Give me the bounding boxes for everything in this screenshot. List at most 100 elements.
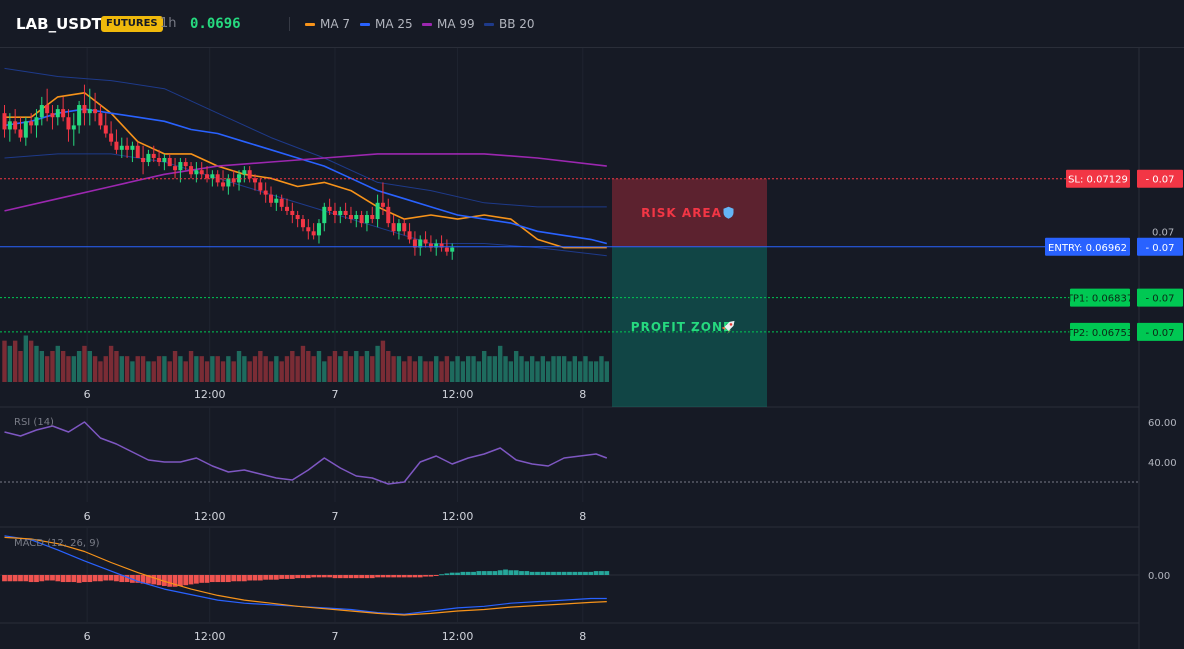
macd-histogram-bar <box>604 571 610 575</box>
macd-histogram-bar <box>108 575 114 581</box>
legend-ma25-label: MA 25 <box>375 17 413 31</box>
volume-bar <box>364 351 370 382</box>
macd-histogram-bar <box>316 575 322 578</box>
legend-ma99[interactable]: MA 99 <box>422 0 475 48</box>
macd-histogram-bar <box>375 575 380 578</box>
candle-body <box>205 174 210 179</box>
volume-bar <box>242 356 247 382</box>
macd-histogram-bar <box>353 575 359 579</box>
volume-bar <box>279 361 284 382</box>
macd-histogram-bar <box>7 575 13 582</box>
volume-bar <box>162 356 167 382</box>
volume-bar <box>172 351 178 382</box>
x-tick-label: 6 <box>84 388 91 401</box>
interval-selector[interactable]: 1h <box>160 16 177 31</box>
volume-bar <box>370 356 375 382</box>
macd-histogram-bar <box>236 575 242 582</box>
symbol-name[interactable]: LAB_USDT <box>16 15 102 33</box>
macd-histogram-bar <box>44 575 50 581</box>
legend-ma25-swatch <box>360 23 370 26</box>
candle-body <box>364 215 369 224</box>
volume-bar <box>39 351 45 382</box>
legend-ma25[interactable]: MA 25 <box>360 0 413 48</box>
level-price-text: - 0.07 <box>1145 294 1174 305</box>
volume-bar <box>497 345 503 382</box>
volume-bar <box>135 356 140 382</box>
volume-bar <box>348 356 354 382</box>
candle-body <box>173 166 178 171</box>
volume-bar <box>487 356 492 382</box>
candle-body <box>189 166 194 175</box>
macd-histogram-bar <box>444 573 450 575</box>
y-tick-main: 0.07 <box>1152 227 1174 238</box>
volume-bar <box>535 361 540 382</box>
macd-histogram-bar <box>343 575 349 579</box>
volume-bar <box>407 356 412 382</box>
macd-histogram-bar <box>215 575 221 583</box>
macd-histogram-bar <box>257 575 263 581</box>
candle-body <box>311 231 316 236</box>
volume-bar <box>455 356 460 382</box>
candle-body <box>423 239 428 244</box>
macd-histogram-bar <box>151 575 157 585</box>
macd-histogram-bar <box>588 571 594 575</box>
macd-histogram-bar <box>529 571 535 575</box>
candle-body <box>370 215 375 220</box>
macd-histogram-bar <box>551 571 556 575</box>
trade-zones: RISK AREA PROFIT ZONE <box>612 178 767 407</box>
grid-lines <box>86 48 584 622</box>
legend-ma7[interactable]: MA 7 <box>305 0 350 48</box>
x-tick-label: 12:00 <box>194 630 226 643</box>
volume-bar <box>460 361 466 382</box>
volume-bar <box>71 356 76 382</box>
macd-histogram-bar <box>225 575 231 583</box>
macd-histogram-bar <box>423 575 428 577</box>
candle-body <box>45 105 50 114</box>
macd-histogram-bar <box>412 575 418 578</box>
level-tag-sl <box>1066 169 1130 188</box>
x-tick-label: 12:00 <box>442 630 474 643</box>
volume-bar <box>18 351 23 382</box>
volume-bar <box>593 361 599 382</box>
volume-bar <box>524 361 530 382</box>
candle-body <box>269 194 273 203</box>
candle-body <box>87 109 92 114</box>
macd-histogram-bar <box>300 575 306 579</box>
volume-bar <box>151 361 156 382</box>
volume-bar <box>311 356 316 382</box>
volume-bar <box>604 361 609 382</box>
macd-histogram-bar <box>583 571 588 575</box>
rsi-y-tick: 60.00 <box>1148 418 1177 429</box>
macd-histogram-bar <box>348 575 354 579</box>
legend-bb20[interactable]: BB 20 <box>484 0 535 48</box>
macd-histogram-bar <box>359 575 365 579</box>
candle-body <box>380 202 385 207</box>
volume-bars <box>2 335 609 382</box>
volume-bar <box>343 351 348 382</box>
series-ma25 <box>4 108 607 245</box>
volume-bar <box>183 361 188 382</box>
macd-histogram-bar <box>599 571 604 575</box>
volume-bar <box>108 345 114 382</box>
macd-histogram-bar <box>263 575 269 580</box>
zone-profit <box>612 246 767 407</box>
macd-histogram-bar <box>364 575 370 579</box>
volume-bar <box>556 356 562 382</box>
candle-body <box>183 162 188 167</box>
volume-bar <box>476 361 482 382</box>
macd-histogram-bar <box>188 575 194 585</box>
volume-bar <box>567 361 572 382</box>
macd-histogram-bar <box>76 575 82 583</box>
level-price-text: - 0.07 <box>1145 328 1174 339</box>
candle-body <box>386 206 391 224</box>
candle-body <box>242 170 247 175</box>
macd-pane: MACD (12, 26, 9) 0.00 <box>0 535 1170 616</box>
volume-bar <box>380 340 386 382</box>
macd-histogram-bar <box>28 575 34 583</box>
rocket-icon <box>724 320 735 331</box>
macd-histogram-bar <box>135 575 141 583</box>
volume-bar <box>503 356 508 382</box>
candle-body <box>130 145 135 150</box>
macd-histogram-bar <box>476 571 482 575</box>
